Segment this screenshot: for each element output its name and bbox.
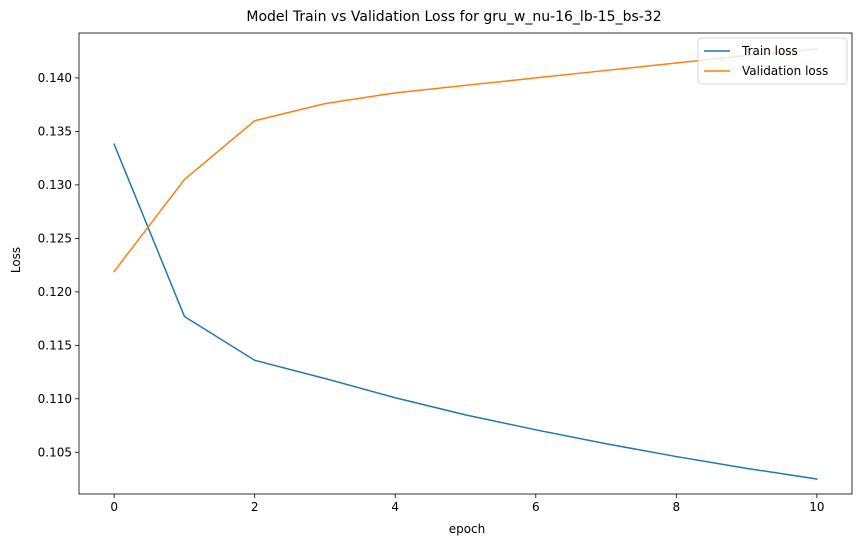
- y-tick-label: 0.105: [38, 445, 72, 459]
- y-tick-label: 0.125: [38, 231, 72, 245]
- x-tick-label: 10: [809, 500, 824, 514]
- y-tick-label: 0.135: [38, 124, 72, 138]
- y-tick-label: 0.140: [38, 71, 72, 85]
- x-tick-label: 6: [532, 500, 540, 514]
- chart-title: Model Train vs Validation Loss for gru_w…: [246, 9, 661, 25]
- y-axis-label: Loss: [9, 247, 23, 273]
- y-tick-label: 0.130: [38, 178, 72, 192]
- x-tick-label: 8: [672, 500, 680, 514]
- x-tick-label: 0: [110, 500, 118, 514]
- legend-box: [697, 37, 848, 85]
- legend-label: Train loss: [741, 44, 798, 58]
- x-tick-label: 2: [251, 500, 259, 514]
- y-tick-label: 0.110: [38, 392, 72, 406]
- legend: Train loss Validation loss: [697, 37, 848, 85]
- series-line-train-loss: [113, 143, 818, 480]
- x-tick-label: 4: [391, 500, 399, 514]
- y-axis: 0.105 0.110 0.115 0.120 0.125 0.130 0.135 0.140: [38, 71, 79, 459]
- plot-frame: [78, 32, 853, 495]
- y-tick-label: 0.115: [38, 338, 72, 352]
- x-axis: 0 2 4 6 8 10: [110, 494, 825, 514]
- x-axis-label: epoch: [449, 522, 486, 536]
- y-tick-label: 0.120: [38, 285, 72, 299]
- legend-label: Validation loss: [742, 64, 828, 78]
